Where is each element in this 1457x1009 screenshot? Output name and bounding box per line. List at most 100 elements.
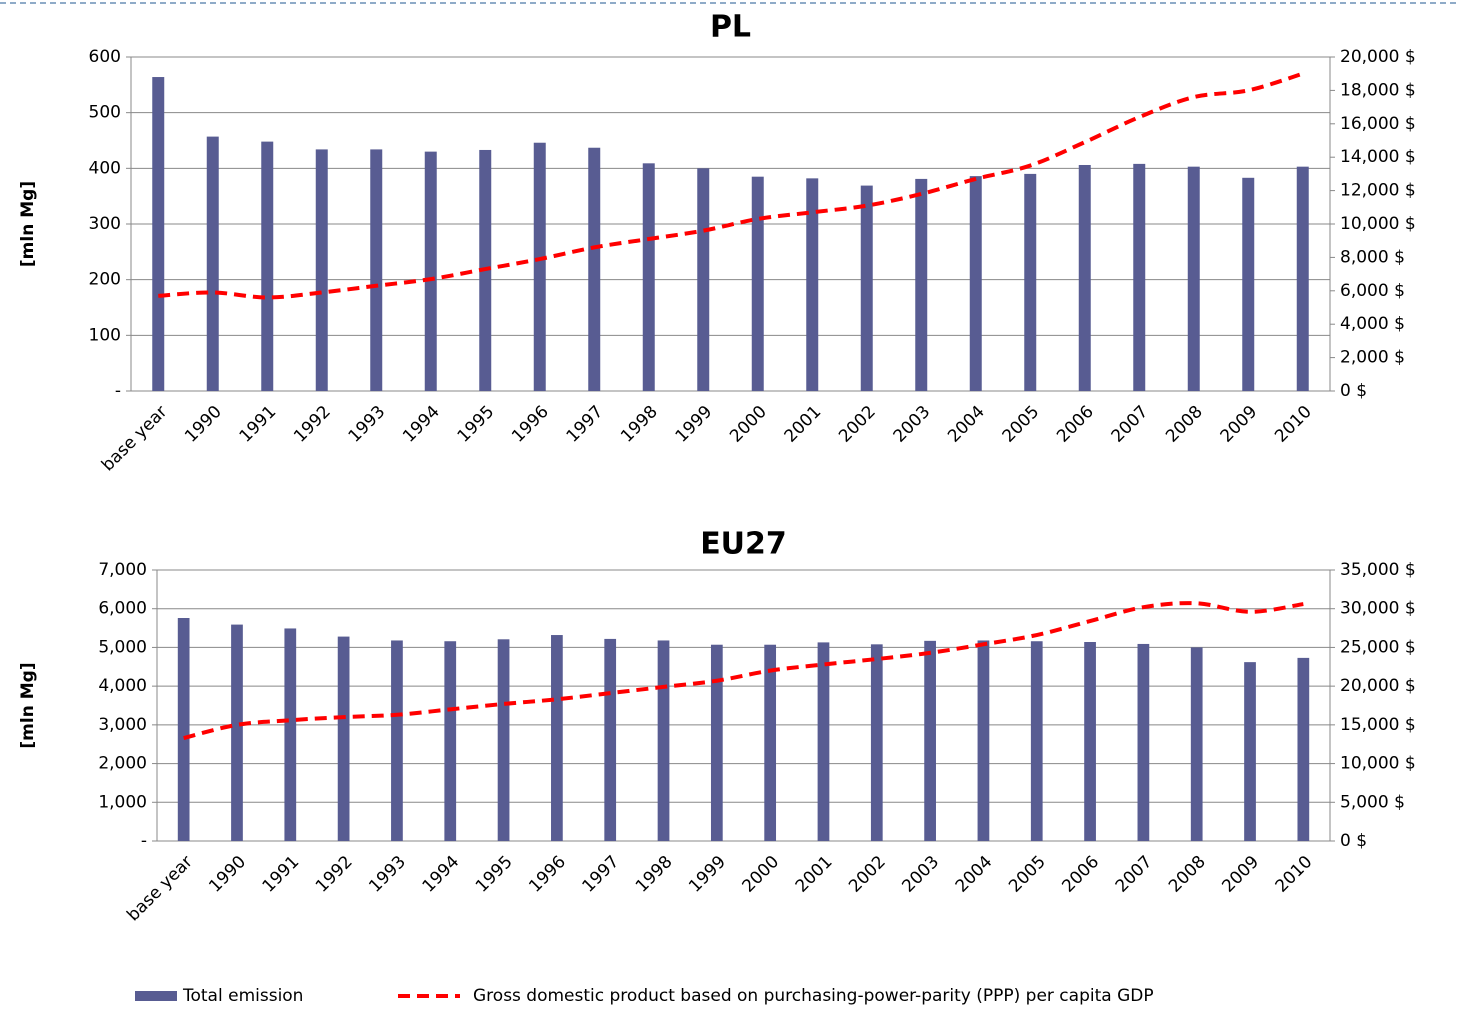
x-tick-label: 2008 xyxy=(1162,402,1207,447)
x-tick-label: 2010 xyxy=(1271,402,1316,447)
x-tick-label: 2010 xyxy=(1272,852,1317,897)
y2-tick-label: 15,000 $ xyxy=(1340,715,1416,735)
bar xyxy=(969,176,982,391)
y2-tick-label: 20,000 $ xyxy=(1340,676,1416,696)
x-tick-label: 2004 xyxy=(952,852,997,897)
x-tick-label: 1999 xyxy=(685,852,730,897)
legend-label: Total emission xyxy=(182,986,303,1006)
y-tick-label: 100 xyxy=(89,325,121,345)
y2-tick-label: 0 $ xyxy=(1340,831,1367,851)
x-tick-label: 2002 xyxy=(835,402,880,447)
y2-tick-label: 8,000 $ xyxy=(1340,247,1405,267)
bar xyxy=(751,176,764,391)
bar xyxy=(231,624,243,841)
bar xyxy=(642,163,655,391)
y2-tick-label: 35,000 $ xyxy=(1340,560,1416,580)
y-axis-label: [mln Mg] xyxy=(18,181,38,267)
x-tick-label: 1990 xyxy=(181,402,226,447)
y2-tick-label: 16,000 $ xyxy=(1340,114,1416,134)
x-tick-label: 2000 xyxy=(738,852,783,897)
legend-swatch xyxy=(135,991,177,1001)
y-tick-label: 6,000 xyxy=(98,599,147,619)
x-tick-label: 1995 xyxy=(454,402,499,447)
x-tick-label: 2006 xyxy=(1053,402,1098,447)
bar xyxy=(764,644,777,841)
y-tick-label: 400 xyxy=(89,158,121,178)
y2-tick-label: 20,000 $ xyxy=(1340,47,1416,67)
x-tick-label: base year xyxy=(98,402,171,475)
bar xyxy=(710,644,723,841)
y-tick-label: 300 xyxy=(89,214,121,234)
line xyxy=(183,601,1304,740)
x-tick-label: 1994 xyxy=(399,402,444,447)
y-tick-label: 1,000 xyxy=(98,792,147,812)
bar xyxy=(604,638,617,841)
bar xyxy=(261,141,274,391)
bar xyxy=(284,628,297,841)
bar xyxy=(1242,177,1255,391)
bar xyxy=(1030,641,1043,841)
x-tick-label: 1991 xyxy=(259,852,304,897)
y2-tick-label: 2,000 $ xyxy=(1340,348,1405,368)
y-tick-label: - xyxy=(115,381,121,401)
x-tick-label: 1995 xyxy=(472,852,517,897)
bar xyxy=(497,639,510,841)
bar xyxy=(391,640,403,841)
x-tick-label: 1994 xyxy=(419,852,464,897)
legend-label: Gross domestic product based on purchasi… xyxy=(473,986,1154,1006)
y2-tick-label: 10,000 $ xyxy=(1340,214,1416,234)
x-tick-label: 2009 xyxy=(1217,402,1262,447)
x-tick-label: 1996 xyxy=(508,402,553,447)
chart-title: PL xyxy=(710,10,751,45)
y-tick-label: - xyxy=(141,831,147,851)
x-tick-label: 1992 xyxy=(290,402,335,447)
bar xyxy=(1137,643,1150,841)
x-tick-label: 1992 xyxy=(312,852,357,897)
y2-tick-label: 0 $ xyxy=(1340,381,1367,401)
bar xyxy=(206,136,219,391)
y-tick-label: 5,000 xyxy=(98,637,147,657)
bar xyxy=(1296,166,1309,391)
x-tick-label: 1993 xyxy=(365,852,410,897)
x-tick-label: 1998 xyxy=(617,402,662,447)
x-tick-label: 1997 xyxy=(563,402,608,447)
x-tick-label: 1996 xyxy=(525,852,570,897)
y2-tick-label: 30,000 $ xyxy=(1340,599,1416,619)
y2-tick-label: 5,000 $ xyxy=(1340,792,1405,812)
bar xyxy=(424,151,437,391)
x-tick-label: 1991 xyxy=(236,402,281,447)
x-tick-label: 2005 xyxy=(1005,852,1050,897)
bar xyxy=(657,640,670,841)
x-tick-label: 1998 xyxy=(632,852,677,897)
x-tick-label: 2009 xyxy=(1218,852,1263,897)
x-tick-label: 2008 xyxy=(1165,852,1210,897)
x-tick-label: 2007 xyxy=(1108,402,1153,447)
x-tick-label: 2007 xyxy=(1112,852,1157,897)
x-tick-label: base year xyxy=(123,852,196,925)
line xyxy=(158,71,1304,300)
bar xyxy=(551,635,563,841)
bar xyxy=(806,178,819,391)
bar xyxy=(588,147,601,391)
y-tick-label: 7,000 xyxy=(98,560,147,580)
bar xyxy=(1133,163,1146,391)
x-tick-label: 1999 xyxy=(672,402,717,447)
y2-tick-label: 12,000 $ xyxy=(1340,181,1416,201)
bar xyxy=(870,644,883,841)
y-tick-label: 200 xyxy=(89,270,121,290)
y-tick-label: 2,000 xyxy=(98,754,147,774)
bar xyxy=(177,618,190,841)
y-tick-label: 4,000 xyxy=(98,676,147,696)
bar xyxy=(152,77,165,391)
x-tick-label: 2000 xyxy=(726,402,771,447)
bar xyxy=(370,149,383,391)
x-tick-label: 2004 xyxy=(944,402,989,447)
bar xyxy=(337,636,350,841)
x-tick-label: 1990 xyxy=(205,852,250,897)
bar xyxy=(1078,164,1091,391)
x-tick-label: 1993 xyxy=(345,402,390,447)
x-tick-label: 2003 xyxy=(890,402,935,447)
y2-tick-label: 18,000 $ xyxy=(1340,80,1416,100)
